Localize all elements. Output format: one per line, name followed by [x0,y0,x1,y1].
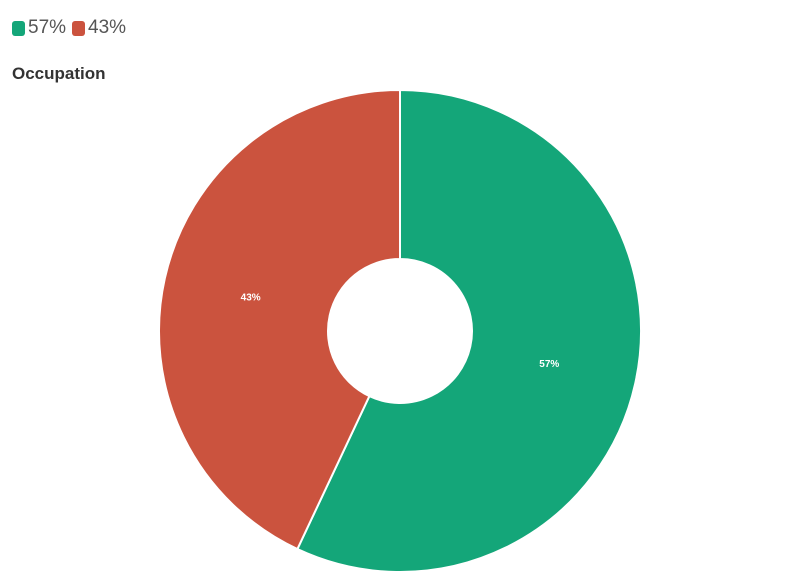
slice-label-43: 43% [241,292,261,303]
legend-item-43[interactable]: 43% [72,17,126,39]
slice-57[interactable] [296,88,642,573]
legend-swatch-57 [12,20,25,36]
slice-label-57: 57% [539,359,559,370]
legend-item-57[interactable]: 57% [12,17,66,39]
legend-label-43: 43% [88,17,127,38]
legend-label-57: 57% [28,17,67,38]
chart-title: Occupation [12,64,106,83]
legend-swatch-43 [72,20,86,36]
slice-43[interactable] [158,88,401,551]
chart-legend: 57% 43% [12,17,126,39]
